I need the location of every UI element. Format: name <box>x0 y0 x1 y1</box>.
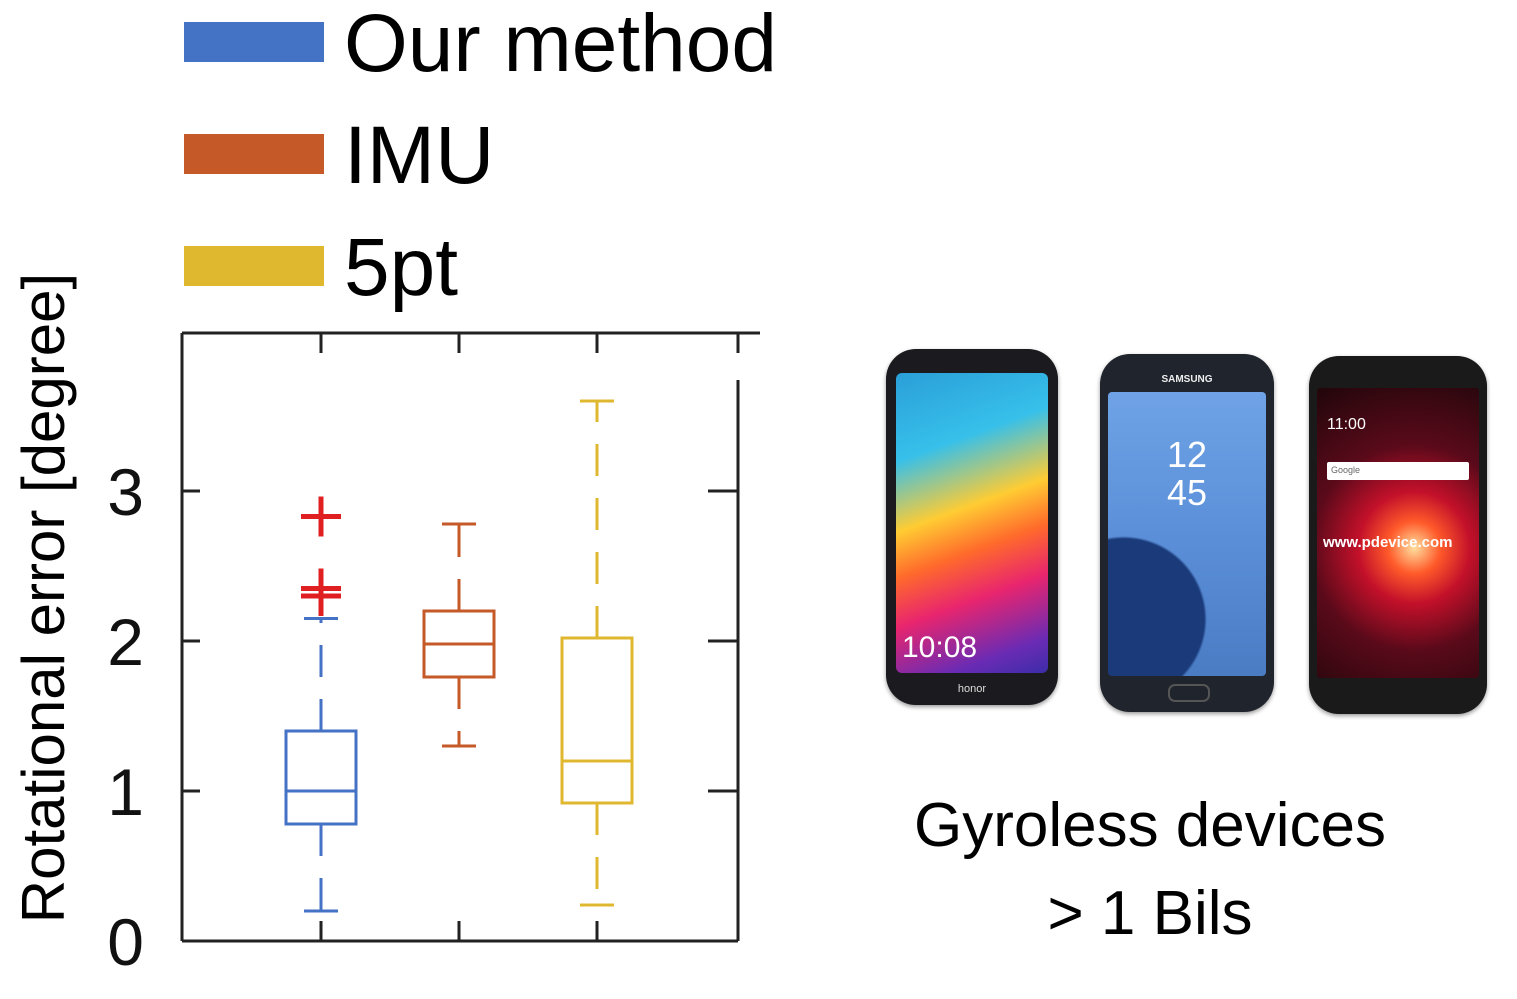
phone-honor: 10:08 honor <box>886 349 1058 705</box>
iqr-box <box>560 636 634 805</box>
y-tick-label: 3 <box>107 455 144 529</box>
phone-samsung-time-minutes: 45 <box>1166 472 1208 513</box>
axes-frame <box>180 331 760 943</box>
box-our-method <box>284 496 358 913</box>
box-plot-chart: Our method IMU 5pt Rotational error [degre… <box>10 0 777 979</box>
legend-swatch <box>184 134 324 174</box>
box-5pt <box>560 399 634 907</box>
devices-caption-line1: Gyroless devices <box>913 791 1387 860</box>
legend-label: Our method <box>344 0 777 89</box>
phone-alcatel: 11:00 Google www.pdevice.com <box>1309 356 1487 714</box>
legend-swatch <box>184 246 324 286</box>
phone-alcatel-search-bar: Google <box>1327 462 1469 480</box>
y-ticks: 0 1 2 3 <box>107 455 738 979</box>
phone-honor-brand: honor <box>957 683 987 695</box>
legend-swatch <box>184 22 324 62</box>
devices-caption-line2: > 1 Bils <box>1047 879 1253 948</box>
phone-alcatel-watermark: www.pdevice.com <box>1323 534 1453 551</box>
phone-alcatel-time: 11:00 <box>1327 416 1366 433</box>
iqr-box <box>284 729 358 826</box>
y-tick-label: 0 <box>107 905 144 979</box>
box-imu <box>422 522 496 748</box>
legend-label: 5pt <box>344 222 458 313</box>
phone-samsung-time-hours: 12 <box>1166 434 1208 475</box>
phone-samsung: SAMSUNG 12 45 <box>1100 354 1274 712</box>
phone-samsung-home-button <box>1168 684 1210 702</box>
y-tick-label: 2 <box>107 605 144 679</box>
phone-honor-time: 10:08 <box>902 631 978 664</box>
phone-alcatel-screen: 11:00 Google www.pdevice.com <box>1317 388 1479 678</box>
phone-alcatel-search-text: Google <box>1331 465 1361 475</box>
boxes <box>284 399 634 913</box>
legend-label: IMU <box>344 110 494 201</box>
y-tick-label: 1 <box>107 755 144 829</box>
phone-samsung-screen: 12 45 <box>1108 392 1266 676</box>
legend: Our method IMU 5pt <box>184 0 777 313</box>
phone-samsung-brand: SAMSUNG <box>1161 374 1213 385</box>
phone-honor-screen: 10:08 <box>896 373 1048 673</box>
y-axis-label: Rotational error [degree] <box>10 273 77 923</box>
